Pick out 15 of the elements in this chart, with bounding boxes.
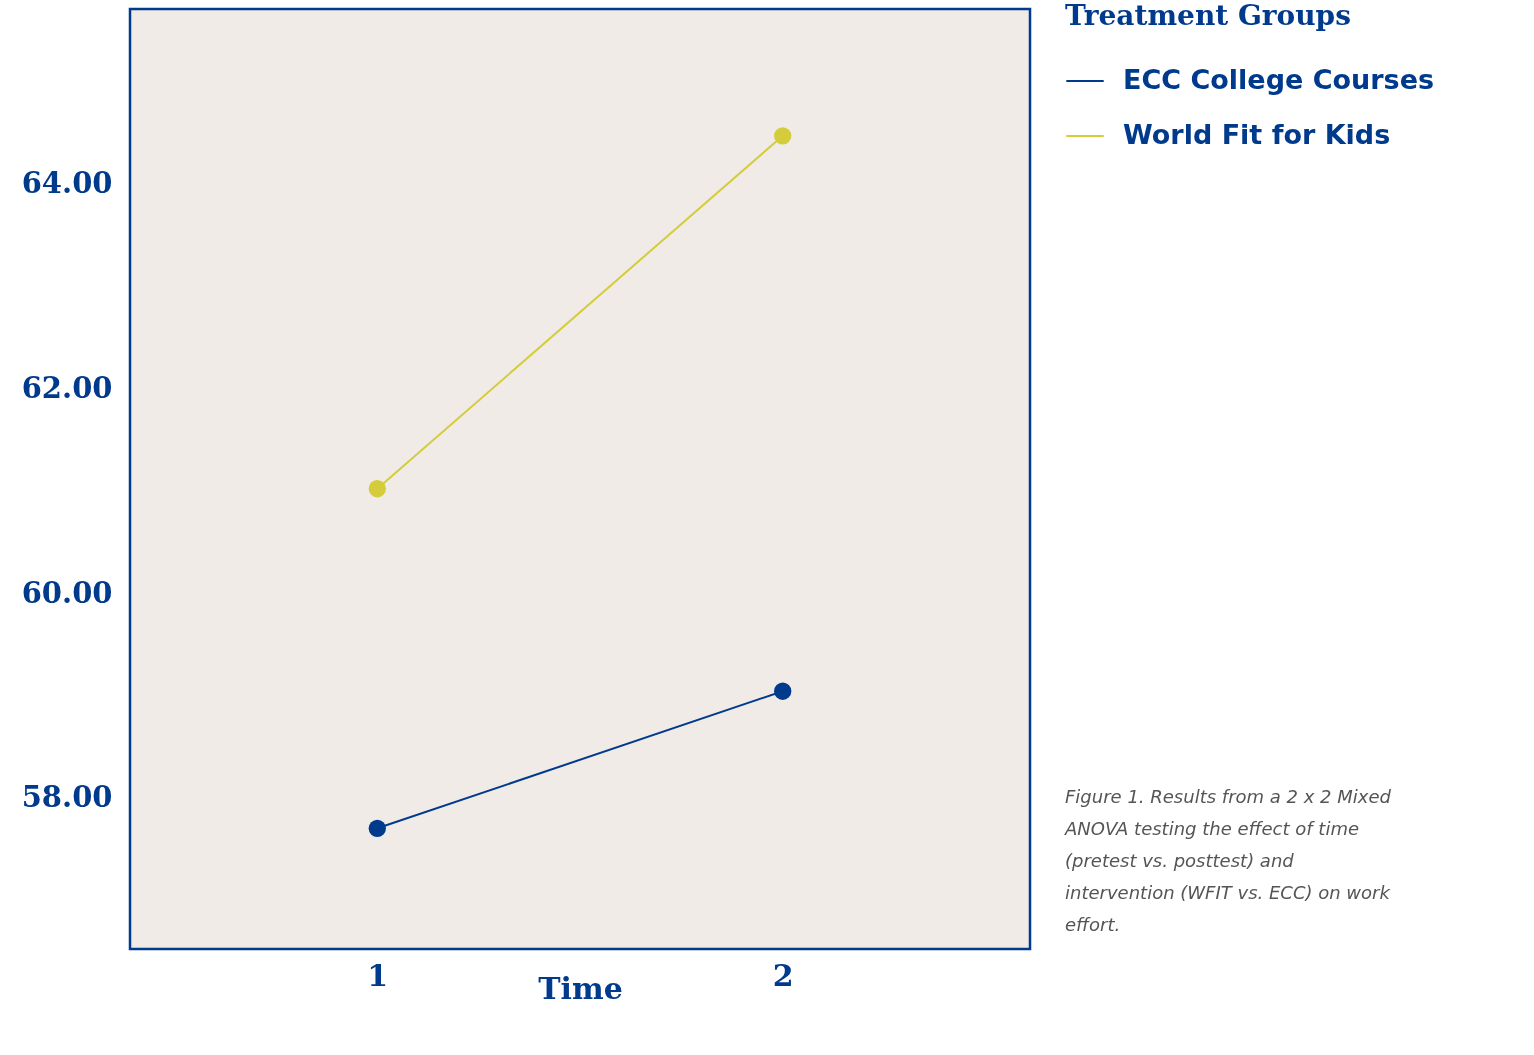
- legend-title: Treatment Groups: [1065, 0, 1351, 32]
- point: [368, 480, 386, 498]
- x-tick-label: 1: [367, 957, 389, 993]
- point: [368, 819, 386, 837]
- y-tick-label: 58.00: [21, 780, 113, 815]
- point: [774, 127, 792, 145]
- y-tick-label: 60.00: [21, 575, 113, 610]
- legend-label: World Fit for Kids: [1123, 119, 1391, 150]
- y-tick-label: 64.00: [21, 166, 113, 201]
- legend-label: ECC College Courses: [1123, 64, 1435, 95]
- y-tick-label: 62.00: [21, 370, 113, 405]
- point: [774, 682, 792, 700]
- caption: Figure 1. Results from a 2 x 2 Mixed ANOVA testing the effect of time (pretest vs. posttest) and intervention (WFIT vs. ECC) on work effort.: [1064, 786, 1392, 935]
- x-axis-title: Time: [538, 970, 623, 1006]
- x-tick-label: 2: [772, 957, 794, 993]
